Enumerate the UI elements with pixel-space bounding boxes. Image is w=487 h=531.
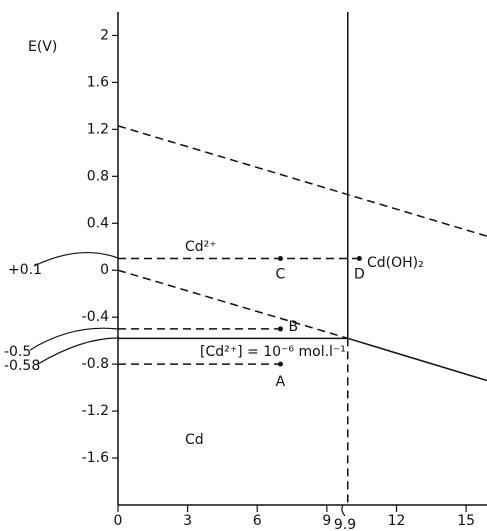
point	[356, 256, 362, 261]
point-label: C	[276, 267, 286, 283]
annotation: [Cd²⁺] = 10⁻⁶ mol.l⁻¹	[200, 344, 346, 360]
y-tick-label: 1.2	[87, 121, 109, 137]
x-tick-label: 0	[114, 513, 123, 529]
leader	[37, 337, 119, 365]
y-tick-label: -0.8	[82, 356, 109, 372]
x-tick-label: 3	[183, 513, 192, 529]
leader	[33, 251, 119, 267]
y-tick-label: -0.4	[82, 309, 109, 325]
leader	[341, 504, 346, 517]
point	[277, 326, 283, 332]
y-tick-label: 0.8	[87, 168, 109, 184]
annotation: -0.58	[4, 358, 40, 374]
y-tick-label: -1.2	[82, 403, 109, 419]
annotation: +0.1	[8, 262, 42, 278]
point	[277, 256, 283, 261]
annotation: Cd²⁺	[185, 239, 217, 255]
x-tick-label: 12	[388, 513, 406, 529]
dashed-line	[117, 269, 348, 340]
leader	[29, 327, 119, 351]
x-tick-label: 6	[253, 513, 262, 529]
annotation: Cd(OH)₂	[367, 255, 424, 271]
annotation: E(V)	[28, 39, 57, 55]
point-label: B	[288, 319, 298, 335]
y-tick-label: 0.4	[87, 215, 109, 231]
point-label: D	[354, 267, 365, 283]
dashed-line	[117, 125, 487, 237]
point	[277, 361, 283, 367]
y-tick-label: 2	[100, 27, 109, 43]
annotation: Cd	[185, 432, 204, 448]
x-tick-label: 15	[457, 513, 475, 529]
point-label: A	[276, 374, 286, 390]
y-tick-label: 0	[100, 262, 109, 278]
x-tick-label: 9	[322, 513, 331, 529]
annotation: -0.5	[4, 344, 31, 360]
y-tick-label: -1.6	[82, 450, 109, 466]
y-tick-label: 1.6	[87, 74, 109, 90]
annotation: 9.9	[334, 517, 356, 531]
